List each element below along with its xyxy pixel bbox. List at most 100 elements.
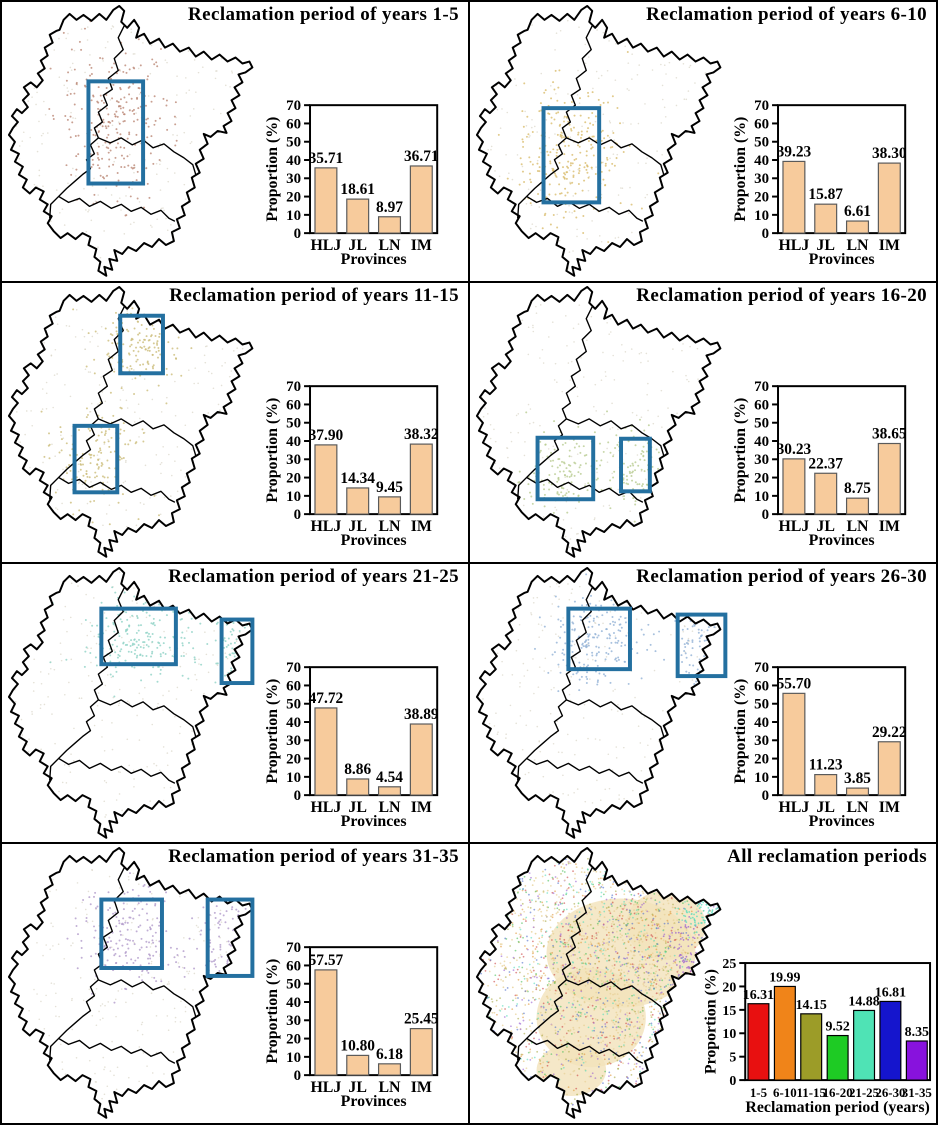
bar-HLJ	[782, 160, 806, 234]
bar-16-20	[826, 1035, 849, 1081]
province-border	[98, 698, 197, 737]
y-tick-label: 40	[754, 153, 769, 169]
value-label: 9.52	[825, 1020, 849, 1035]
map-outline	[7, 285, 254, 558]
category-label: 31-35	[902, 1086, 932, 1100]
value-label: 10.80	[340, 1038, 375, 1055]
y-tick-label: 70	[286, 660, 301, 676]
highlight-rect	[72, 423, 120, 495]
y-tick-label: 10	[286, 208, 301, 224]
value-label: 25.45	[404, 1011, 439, 1028]
category-label: IM	[411, 518, 432, 535]
y-tick-label: 60	[754, 397, 769, 413]
panel-years-21-25: 0 10 20 30 40 50 60 70 47.72 HLJ 8.86 JL 4.54 LN 38.89…	[2, 563, 468, 843]
y-tick-label: 0	[762, 788, 769, 804]
value-label: 22.37	[808, 455, 843, 472]
y-tick-label: 0	[294, 788, 301, 804]
y-tick-label: 60	[286, 959, 301, 975]
bar-21-25	[853, 1010, 876, 1081]
value-label: 19.99	[769, 971, 800, 986]
bar-JL	[814, 773, 838, 796]
y-tick-label: 20	[286, 190, 301, 206]
bar-IM	[877, 442, 901, 515]
panel-title: Reclamation period of years 16-20	[636, 284, 927, 306]
y-tick-label: 0	[762, 226, 769, 242]
y-axis-title: Proportion (%)	[702, 969, 719, 1074]
y-tick-label: 20	[286, 470, 301, 486]
map-outline	[7, 847, 254, 1120]
province-border	[58, 1038, 176, 1065]
panel-canvas: 0 10 20 30 40 50 60 70 47.72 HLJ 8.86 JL 4.54 LN 38.89…	[7, 566, 439, 839]
category-label: LN	[378, 1079, 401, 1096]
x-axis-title: Provinces	[341, 251, 407, 268]
y-tick-label: 70	[754, 660, 769, 676]
value-label: 6.18	[376, 1046, 403, 1063]
bar-JL	[346, 1055, 370, 1076]
value-label: 4.54	[376, 768, 403, 785]
bar-chart: 0 5 10 15 20 25 16.31 1-5 19.99 6-10 14.15 11-15 9.5…	[702, 957, 931, 1116]
bar-chart: 0 10 20 30 40 50 60 70 37.90 HLJ 14.34 JL 9.45 LN 38.3…	[264, 379, 439, 549]
category-label: 16-20	[823, 1086, 853, 1100]
map-outline	[475, 4, 722, 277]
y-tick-label: 70	[286, 940, 301, 956]
bar-JL	[346, 777, 370, 796]
panel-canvas: 0 10 20 30 40 50 60 70 37.90 HLJ 14.34 JL 9.45 LN 38.3…	[7, 285, 439, 558]
bar-LN	[377, 216, 402, 234]
province-border	[58, 195, 176, 222]
category-label: IM	[411, 1079, 432, 1096]
highlight-rect	[541, 106, 602, 205]
panel-title: Reclamation period of years 21-25	[168, 565, 459, 587]
y-tick-label: 30	[286, 1014, 301, 1030]
category-label: 11-15	[797, 1086, 826, 1100]
highlight-rect	[619, 436, 652, 494]
bar-IM	[409, 1028, 433, 1076]
province-map	[7, 566, 255, 839]
x-axis-title: Provinces	[809, 532, 875, 549]
category-label: HLJ	[310, 799, 341, 816]
bar-IM	[877, 162, 901, 234]
category-label: IM	[879, 799, 900, 816]
province-border	[526, 757, 644, 784]
y-tick-label: 50	[286, 415, 301, 431]
y-tick-label: 20	[754, 470, 769, 486]
y-tick-label: 0	[294, 226, 301, 242]
value-label: 37.90	[309, 427, 344, 444]
y-axis-title: Proportion (%)	[732, 117, 749, 222]
category-label: IM	[879, 237, 900, 254]
y-tick-label: 50	[286, 135, 301, 151]
highlight-rect	[86, 79, 146, 186]
y-tick-label: 40	[286, 153, 301, 169]
value-label: 38.89	[404, 706, 439, 723]
value-label: 8.97	[376, 199, 403, 216]
panel-title: Reclamation period of years 11-15	[169, 284, 459, 306]
map-dots	[12, 8, 253, 275]
y-tick-label: 40	[286, 714, 301, 730]
province-border	[98, 137, 197, 175]
province-border	[516, 867, 593, 1061]
bar-chart: 0 10 20 30 40 50 60 70 39.23 HLJ 15.87 JL 6.61 LN 38.3…	[732, 98, 907, 268]
highlight-rect	[205, 897, 255, 979]
panel-canvas: 0 10 20 30 40 50 60 70 30.23 HLJ 22.37 JL 8.75 LN 38.6…	[475, 285, 907, 558]
value-label: 38.32	[404, 426, 439, 443]
x-axis-title: Provinces	[341, 1093, 407, 1110]
value-label: 35.71	[309, 150, 344, 167]
province-border	[58, 757, 176, 784]
category-label: JL	[816, 237, 835, 254]
province-border	[516, 25, 593, 219]
panel-title: Reclamation period of years 6-10	[646, 4, 927, 25]
y-tick-label: 60	[286, 116, 301, 132]
bar-JL	[814, 203, 838, 234]
category-label: IM	[411, 799, 432, 816]
panel-title: Reclamation period of years 1-5	[188, 4, 459, 25]
y-tick-label: 30	[286, 171, 301, 187]
highlight-rect	[99, 897, 164, 971]
panel-all-periods: 0 5 10 15 20 25 16.31 1-5 19.99 6-10 14.15 11-15 9.5…	[470, 844, 936, 1123]
panel-years-1-5: 0 10 20 30 40 50 60 70 35.71 HLJ 18.61 JL 8.97 LN 36.7…	[2, 2, 468, 281]
y-tick-label: 40	[754, 434, 769, 450]
province-map	[7, 285, 254, 558]
x-axis-title: Provinces	[341, 812, 407, 829]
y-tick-label: 70	[754, 98, 769, 114]
province-border	[98, 979, 197, 1018]
y-tick-label: 10	[754, 489, 769, 505]
value-label: 30.23	[777, 441, 812, 458]
